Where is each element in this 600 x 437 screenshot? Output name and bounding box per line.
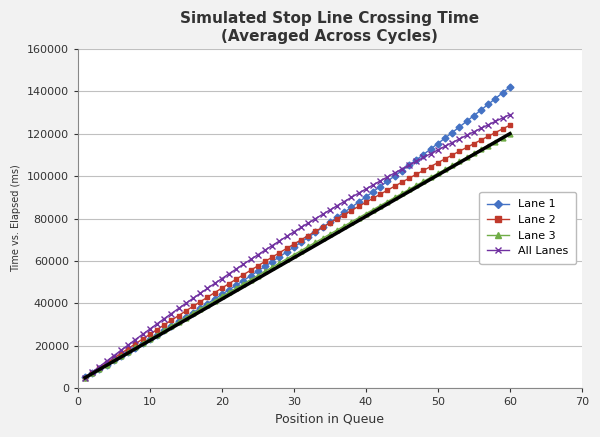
Lane 3	[218, 294, 226, 299]
Legend: Lane 1, Lane 2, Lane 3, All Lanes: Lane 1, Lane 2, Lane 3, All Lanes	[479, 192, 576, 264]
All Lanes	[82, 375, 89, 380]
All Lanes	[190, 296, 197, 301]
Line: Lane 2: Lane 2	[83, 123, 512, 381]
Lane 3	[82, 376, 89, 381]
Lane 1	[154, 332, 161, 337]
Lane 3	[154, 332, 161, 337]
Lane 1	[506, 84, 514, 90]
Lane 1	[218, 292, 226, 297]
Lane 1	[348, 205, 355, 210]
Lane 2	[218, 285, 226, 291]
Lane 3	[204, 302, 211, 308]
Line: Lane 3: Lane 3	[83, 131, 512, 381]
Title: Simulated Stop Line Crossing Time
(Averaged Across Cycles): Simulated Stop Line Crossing Time (Avera…	[180, 11, 479, 44]
Lane 2	[204, 295, 211, 300]
Lane 1	[226, 287, 233, 292]
All Lanes	[204, 286, 211, 291]
All Lanes	[154, 321, 161, 326]
All Lanes	[218, 276, 226, 281]
All Lanes	[506, 112, 514, 117]
Lane 3	[190, 311, 197, 316]
Lane 2	[506, 123, 514, 128]
Y-axis label: Time vs. Elapsed (ms): Time vs. Elapsed (ms)	[11, 165, 21, 272]
Lane 1	[82, 375, 89, 380]
All Lanes	[348, 195, 355, 200]
Lane 2	[348, 208, 355, 213]
Line: All Lanes: All Lanes	[82, 112, 512, 381]
Lane 3	[226, 290, 233, 295]
Lane 2	[190, 304, 197, 309]
Lane 3	[506, 131, 514, 136]
Lane 2	[226, 281, 233, 286]
All Lanes	[226, 271, 233, 276]
Lane 1	[190, 310, 197, 315]
Lane 3	[348, 219, 355, 225]
Lane 2	[154, 327, 161, 332]
Line: Lane 1: Lane 1	[83, 84, 512, 379]
Lane 1	[204, 301, 211, 306]
Lane 2	[82, 375, 89, 381]
X-axis label: Position in Queue: Position in Queue	[275, 413, 385, 426]
